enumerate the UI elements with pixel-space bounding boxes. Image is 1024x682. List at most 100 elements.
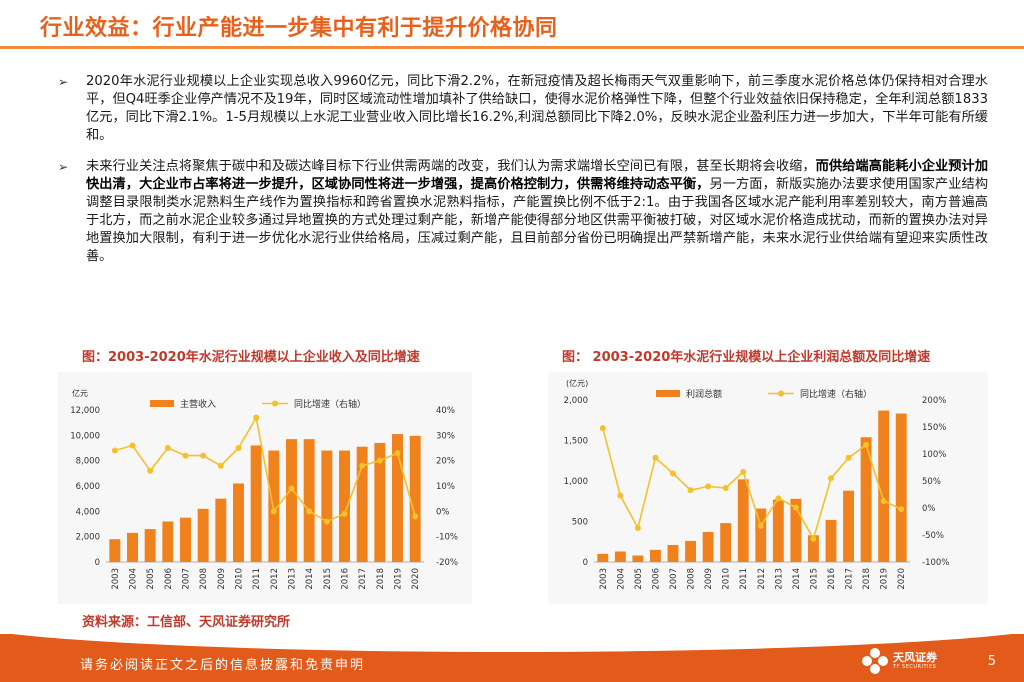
line-point [810, 535, 817, 542]
bullet-2-text-a: 未来行业关注点将聚焦于碳中和及碳达峰目标下行业供需两端的改变，我们认为需求端增长… [86, 159, 816, 174]
bar [392, 434, 403, 562]
bar [843, 490, 854, 562]
x-tick-label: 2015 [323, 568, 333, 590]
y-left-tick-label: 4,000 [76, 507, 100, 517]
y-right-tick-label: 0% [436, 507, 450, 517]
x-tick-label: 2007 [182, 568, 192, 590]
profit-chart-svg: (亿元) 0 500 1,000 1,500 2,000 -100% -50% 0% 50% 100… [564, 378, 950, 590]
x-tick-label: 2007 [669, 568, 679, 590]
logo-subtitle: TF SECURITIES [893, 664, 937, 670]
line-point [341, 510, 348, 517]
x-tick-label: 2018 [862, 568, 872, 590]
line-point [828, 475, 834, 482]
bar [737, 479, 749, 562]
bar [180, 517, 191, 562]
line-point [323, 518, 330, 525]
y-left-tick-label: 6,000 [76, 482, 100, 492]
x-tick-label: 2010 [722, 568, 732, 590]
line-point [359, 462, 366, 469]
page-title: 行业效益：行业产能进一步集中有利于提升价格协同 [40, 16, 558, 41]
x-tick-label: 2004 [129, 568, 139, 590]
data-source: 资料来源：工信部、天风证券研究所 [82, 615, 291, 630]
line-point [147, 467, 154, 474]
x-tick-label: 2013 [288, 568, 298, 590]
y-left-tick-label: 500 [572, 518, 588, 528]
line-point [376, 457, 383, 464]
line-point [757, 522, 764, 529]
brand-logo: 天风证券 TF SECURITIES [862, 648, 937, 674]
y-left-tick-label: 2,000 [76, 533, 100, 543]
figure-caption-revenue: 图：2003-2020年水泥行业规模以上企业收入及同比增速 [82, 350, 420, 365]
bar [162, 521, 174, 562]
bar [250, 445, 262, 562]
x-tick-label: 2008 [199, 568, 209, 590]
line-point [722, 485, 729, 492]
bar [685, 540, 696, 562]
y-left-tick-label: 0 [95, 558, 100, 568]
line-point [863, 441, 870, 448]
line-point [670, 470, 676, 477]
y-right-tick-label: -50% [922, 531, 944, 541]
bar [702, 532, 714, 562]
line-point [394, 450, 401, 457]
line-point [652, 454, 659, 461]
logo-name: 天风证券 [893, 651, 937, 664]
x-tick-label: 2014 [305, 568, 315, 590]
bullet-list: ➢ 2020年水泥行业规模以上企业实现总收入9960亿元，同比下滑2.2%，在新… [58, 73, 988, 279]
line-point [111, 447, 118, 454]
bar [127, 532, 138, 562]
bar [860, 437, 872, 562]
y-right-tick-label: -100% [922, 558, 949, 568]
bar [303, 439, 315, 562]
y-right-tick-label: 0% [922, 504, 936, 514]
bar [144, 529, 156, 562]
legend-line-label: 同比增速（右轴） [800, 388, 872, 400]
bar [825, 519, 837, 562]
x-tick-label: 2004 [616, 568, 626, 590]
bar [650, 549, 661, 562]
line-point [217, 462, 224, 469]
bar [632, 555, 644, 562]
figure-caption-profit: 图： 2003-2020年水泥行业规模以上企业利润总额及同比增速 [562, 350, 931, 365]
y-left-tick-label: 8,000 [76, 457, 100, 467]
y-left-tick-label: 10,000 [70, 431, 100, 441]
line-point [775, 495, 782, 502]
x-tick-label: 2003 [599, 568, 609, 590]
bar [772, 499, 784, 562]
x-tick-label: 2009 [217, 568, 227, 590]
y-right-tick-label: 150% [922, 423, 946, 433]
y-right-tick-label: 50% [922, 477, 941, 487]
line-point [792, 504, 799, 511]
x-tick-label: 2015 [809, 568, 819, 590]
y-right-tick-label: 200% [922, 396, 946, 406]
x-tick-label: 2017 [358, 568, 368, 590]
y-right-tick-label: 30% [436, 431, 455, 441]
line-point [845, 454, 852, 461]
bar [597, 553, 609, 562]
y-right-tick-label: 20% [436, 457, 455, 467]
line-point [880, 497, 887, 504]
x-tick-label: 2003 [111, 568, 121, 590]
bar [356, 446, 368, 562]
bar [286, 439, 297, 562]
legend-bar-swatch [656, 390, 680, 397]
flower-logo-icon [862, 648, 888, 674]
footer-band: 请务必阅读正文之后的信息披露和免责申明 天风证券 TF SECURITIES 5 [0, 634, 1024, 682]
bullet-2-text-bold: 而供给端高能耗小企业预计加快出清，大企业市占率将进一步提升，区域协同性将进一步增… [86, 159, 989, 192]
x-tick-label: 2018 [376, 568, 386, 590]
y-left-tick-label: 1,500 [564, 437, 588, 447]
line-point [288, 485, 295, 492]
x-tick-label: 2011 [252, 568, 262, 590]
line-point [200, 452, 207, 459]
x-tick-label: 2011 [739, 568, 749, 590]
revenue-chart-svg: 亿元 0 2,000 4,000 6,000 8,000 10,000 12,000 -20% -… [70, 388, 458, 590]
bar [895, 413, 907, 562]
legend-line-marker [272, 400, 278, 407]
y-right-tick-label: 10% [436, 482, 455, 492]
x-tick-label: 2012 [270, 568, 280, 590]
y-left-tick-label: 2,000 [564, 396, 588, 406]
line-point [898, 506, 905, 513]
bar [215, 498, 227, 562]
y-left-tick-label: 12,000 [70, 406, 100, 416]
x-tick-label: 2017 [845, 568, 855, 590]
